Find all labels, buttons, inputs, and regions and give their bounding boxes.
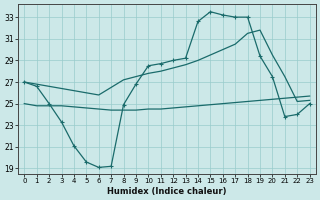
X-axis label: Humidex (Indice chaleur): Humidex (Indice chaleur) (107, 187, 227, 196)
